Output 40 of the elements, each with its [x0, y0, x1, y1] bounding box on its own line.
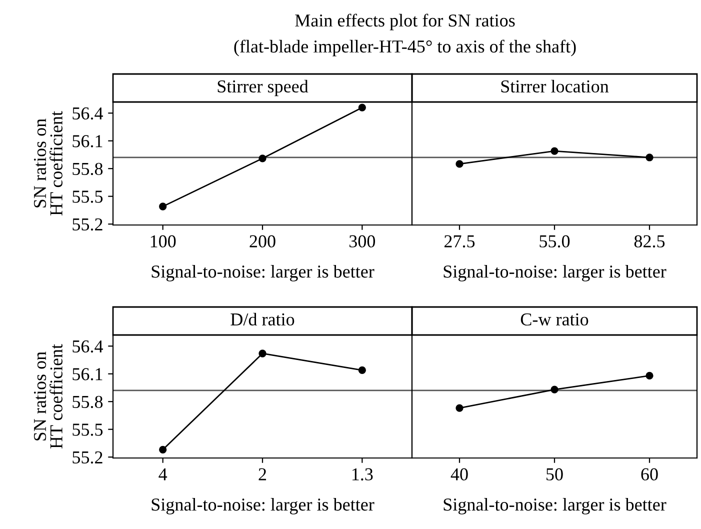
- x-tick-label: 100: [150, 235, 176, 248]
- y-tick-label: 56.4: [72, 107, 103, 120]
- x-tick-label: 1.3: [352, 468, 373, 481]
- y-tick-label: 55.5: [72, 424, 103, 436]
- point: [258, 350, 266, 358]
- point: [159, 202, 167, 210]
- x-axis-title: Signal-to-noise: larger is better: [152, 498, 374, 514]
- y-tick-label: 55.2: [72, 218, 102, 231]
- y-tick-label: 56.4: [72, 340, 103, 353]
- y-tick-label: 55.8: [72, 396, 103, 408]
- x-tick-label: 27.5: [444, 235, 475, 248]
- y-axis-title: SN ratios on HT coefficient: [34, 111, 62, 216]
- x-tick-label: 2: [258, 468, 266, 480]
- x-tick-label: 4: [158, 468, 168, 480]
- y-axis-title: SN ratios on HT coefficient: [34, 344, 62, 449]
- x-tick-label: 60: [641, 468, 658, 480]
- text: Main effects plot for SN ratios: [295, 14, 515, 30]
- chart-title: D/d ratio: [230, 312, 294, 326]
- y-tick-label: 55.5: [72, 190, 103, 203]
- point: [358, 366, 366, 374]
- x-tick-label: 40: [450, 468, 468, 480]
- chart-title: Stirrer location: [501, 80, 609, 93]
- point: [159, 446, 167, 454]
- y-tick-label: 56.1: [72, 368, 102, 380]
- y-tick-label: 56.1: [72, 135, 102, 148]
- x-axis-title: Signal-to-noise: larger is better: [152, 264, 374, 282]
- text: (flat-blade impeller-HT-45° to axis of the shaft): [234, 40, 576, 56]
- chart-title: C-w ratio: [520, 313, 588, 326]
- x-tick-label: 50: [546, 468, 563, 480]
- x-axis-title: Signal-to-noise: larger is better: [444, 264, 666, 282]
- x-tick-label: 82.5: [634, 235, 665, 248]
- point: [258, 154, 266, 162]
- x-tick-label: 200: [250, 235, 276, 248]
- x-tick-label: 55.0: [540, 235, 570, 248]
- y-tick-label: 55.8: [72, 162, 103, 176]
- x-axis-title: Signal-to-noise: larger is better: [444, 498, 666, 514]
- y-tick-label: 55.2: [72, 451, 102, 464]
- chart-title: Stirrer speed: [218, 80, 308, 96]
- point: [358, 104, 366, 112]
- x-tick-label: 300: [349, 235, 376, 248]
